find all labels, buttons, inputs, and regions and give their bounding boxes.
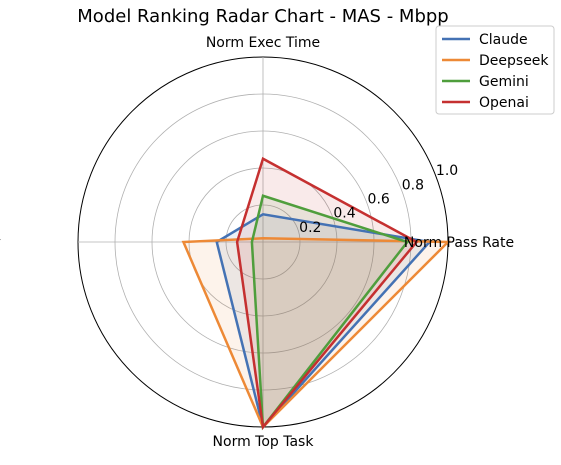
legend-label: Gemini <box>479 74 529 90</box>
series-fills <box>183 159 448 427</box>
radial-tick-label: 0.6 <box>368 192 390 208</box>
axis-label: Norm Top Task <box>213 434 315 450</box>
axis-label: Norm Stability <box>0 235 1 251</box>
radial-tick-label: 0.2 <box>299 220 321 236</box>
legend: Claude Deepseek Gemini Openai <box>436 26 554 114</box>
legend-label: Claude <box>479 32 528 48</box>
axis-label: Norm Exec Time <box>206 35 320 51</box>
legend-label: Openai <box>479 95 529 111</box>
radial-tick-label: 0.4 <box>333 206 355 222</box>
chart-title: Model Ranking Radar Chart - MAS - Mbpp <box>77 6 448 27</box>
radial-tick-label: 0.8 <box>402 177 424 193</box>
legend-label: Deepseek <box>479 53 549 69</box>
radial-tick-label: 1.0 <box>436 163 458 179</box>
axis-label: Norm Pass Rate <box>404 235 514 251</box>
